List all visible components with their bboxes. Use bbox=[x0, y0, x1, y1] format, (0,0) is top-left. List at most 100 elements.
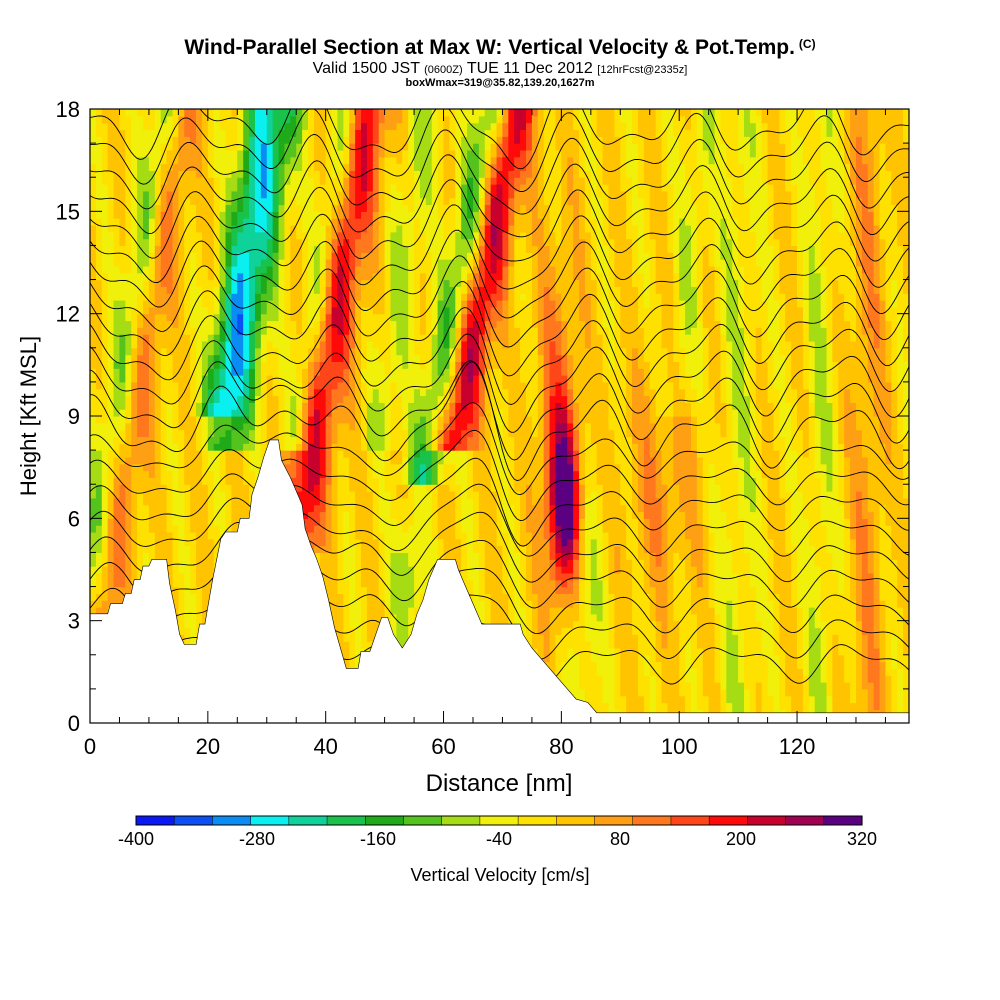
velocity-cell bbox=[308, 368, 315, 376]
velocity-cell bbox=[160, 450, 168, 458]
velocity-cell bbox=[101, 566, 109, 574]
velocity-cell bbox=[172, 265, 179, 274]
velocity-cell bbox=[366, 109, 374, 117]
velocity-cell bbox=[384, 586, 392, 594]
velocity-cell bbox=[196, 265, 203, 274]
velocity-cell bbox=[178, 313, 185, 322]
velocity-cell bbox=[414, 511, 421, 519]
velocity-cell bbox=[266, 334, 274, 342]
velocity-cell bbox=[243, 177, 250, 185]
velocity-cell bbox=[349, 647, 356, 656]
velocity-cell bbox=[184, 429, 191, 438]
velocity-cell bbox=[402, 552, 409, 560]
velocity-cell bbox=[414, 607, 421, 615]
velocity-cell bbox=[207, 559, 215, 567]
velocity-cell bbox=[384, 218, 392, 226]
velocity-cell bbox=[302, 252, 309, 260]
velocity-cell bbox=[101, 381, 109, 390]
velocity-cell bbox=[272, 265, 280, 274]
velocity-cell bbox=[231, 115, 238, 124]
velocity-cell bbox=[319, 265, 327, 274]
velocity-cell bbox=[201, 422, 209, 431]
velocity-cell bbox=[343, 300, 350, 308]
velocity-cell bbox=[290, 204, 297, 212]
velocity-cell bbox=[190, 559, 197, 567]
velocity-cell bbox=[178, 204, 185, 212]
velocity-cell bbox=[207, 313, 215, 322]
velocity-cell bbox=[390, 115, 397, 124]
velocity-cell bbox=[190, 416, 197, 424]
velocity-cell bbox=[313, 340, 321, 349]
velocity-cell bbox=[390, 579, 397, 588]
velocity-cell bbox=[278, 231, 286, 240]
velocity-cell bbox=[355, 620, 362, 629]
velocity-cell bbox=[372, 149, 380, 158]
velocity-cell bbox=[113, 238, 121, 247]
velocity-cell bbox=[243, 402, 250, 410]
velocity-cell bbox=[284, 293, 291, 301]
velocity-cell bbox=[302, 136, 309, 144]
velocity-cell bbox=[178, 245, 185, 253]
velocity-cell bbox=[355, 272, 362, 281]
velocity-cell bbox=[296, 375, 303, 383]
velocity-cell bbox=[343, 218, 350, 226]
velocity-cell bbox=[325, 579, 333, 588]
velocity-cell bbox=[166, 409, 174, 417]
velocity-cell bbox=[408, 395, 415, 403]
velocity-cell bbox=[260, 320, 268, 328]
velocity-cell bbox=[178, 122, 185, 131]
velocity-cell bbox=[90, 395, 97, 403]
velocity-cell bbox=[396, 272, 403, 281]
velocity-cell bbox=[402, 238, 409, 247]
velocity-cell bbox=[160, 504, 168, 513]
velocity-cell bbox=[90, 245, 97, 253]
velocity-cell bbox=[131, 531, 138, 540]
velocity-cell bbox=[325, 156, 333, 165]
velocity-cell bbox=[302, 184, 309, 192]
velocity-cell bbox=[237, 109, 244, 117]
velocity-cell bbox=[414, 504, 421, 513]
velocity-cell bbox=[308, 395, 315, 403]
velocity-cell bbox=[166, 320, 174, 328]
velocity-cell bbox=[148, 354, 156, 363]
velocity-cell bbox=[237, 450, 244, 458]
velocity-cell bbox=[95, 497, 103, 506]
velocity-cell bbox=[272, 190, 280, 199]
velocity-cell bbox=[201, 525, 209, 533]
velocity-cell bbox=[337, 566, 344, 574]
velocity-cell bbox=[319, 327, 327, 335]
velocity-cell bbox=[296, 416, 303, 424]
velocity-cell bbox=[313, 109, 321, 117]
velocity-cell bbox=[196, 347, 203, 356]
velocity-cell bbox=[166, 429, 174, 438]
velocity-cell bbox=[166, 300, 174, 308]
velocity-cell bbox=[201, 272, 209, 281]
velocity-cell bbox=[143, 245, 150, 253]
velocity-cell bbox=[325, 218, 333, 226]
velocity-cell bbox=[213, 272, 221, 281]
velocity-cell bbox=[148, 525, 156, 533]
velocity-cell bbox=[349, 491, 356, 499]
velocity-cell bbox=[172, 231, 179, 240]
velocity-cell bbox=[196, 340, 203, 349]
velocity-cell bbox=[284, 368, 291, 376]
velocity-cell bbox=[160, 143, 168, 151]
velocity-cell bbox=[408, 327, 415, 335]
velocity-cell bbox=[384, 436, 392, 444]
velocity-cell bbox=[254, 184, 262, 192]
velocity-cell bbox=[284, 265, 291, 274]
velocity-cell bbox=[337, 156, 344, 165]
velocity-cell bbox=[190, 436, 197, 444]
velocity-cell bbox=[290, 272, 297, 281]
velocity-cell bbox=[249, 450, 256, 458]
velocity-cell bbox=[231, 463, 238, 472]
velocity-cell bbox=[249, 422, 256, 431]
velocity-cell bbox=[290, 375, 297, 383]
velocity-cell bbox=[402, 361, 409, 369]
velocity-cell bbox=[213, 368, 221, 376]
velocity-cell bbox=[154, 436, 162, 444]
velocity-cell bbox=[366, 293, 374, 301]
velocity-cell bbox=[254, 293, 262, 301]
velocity-cell bbox=[219, 265, 227, 274]
velocity-cell bbox=[402, 607, 409, 615]
